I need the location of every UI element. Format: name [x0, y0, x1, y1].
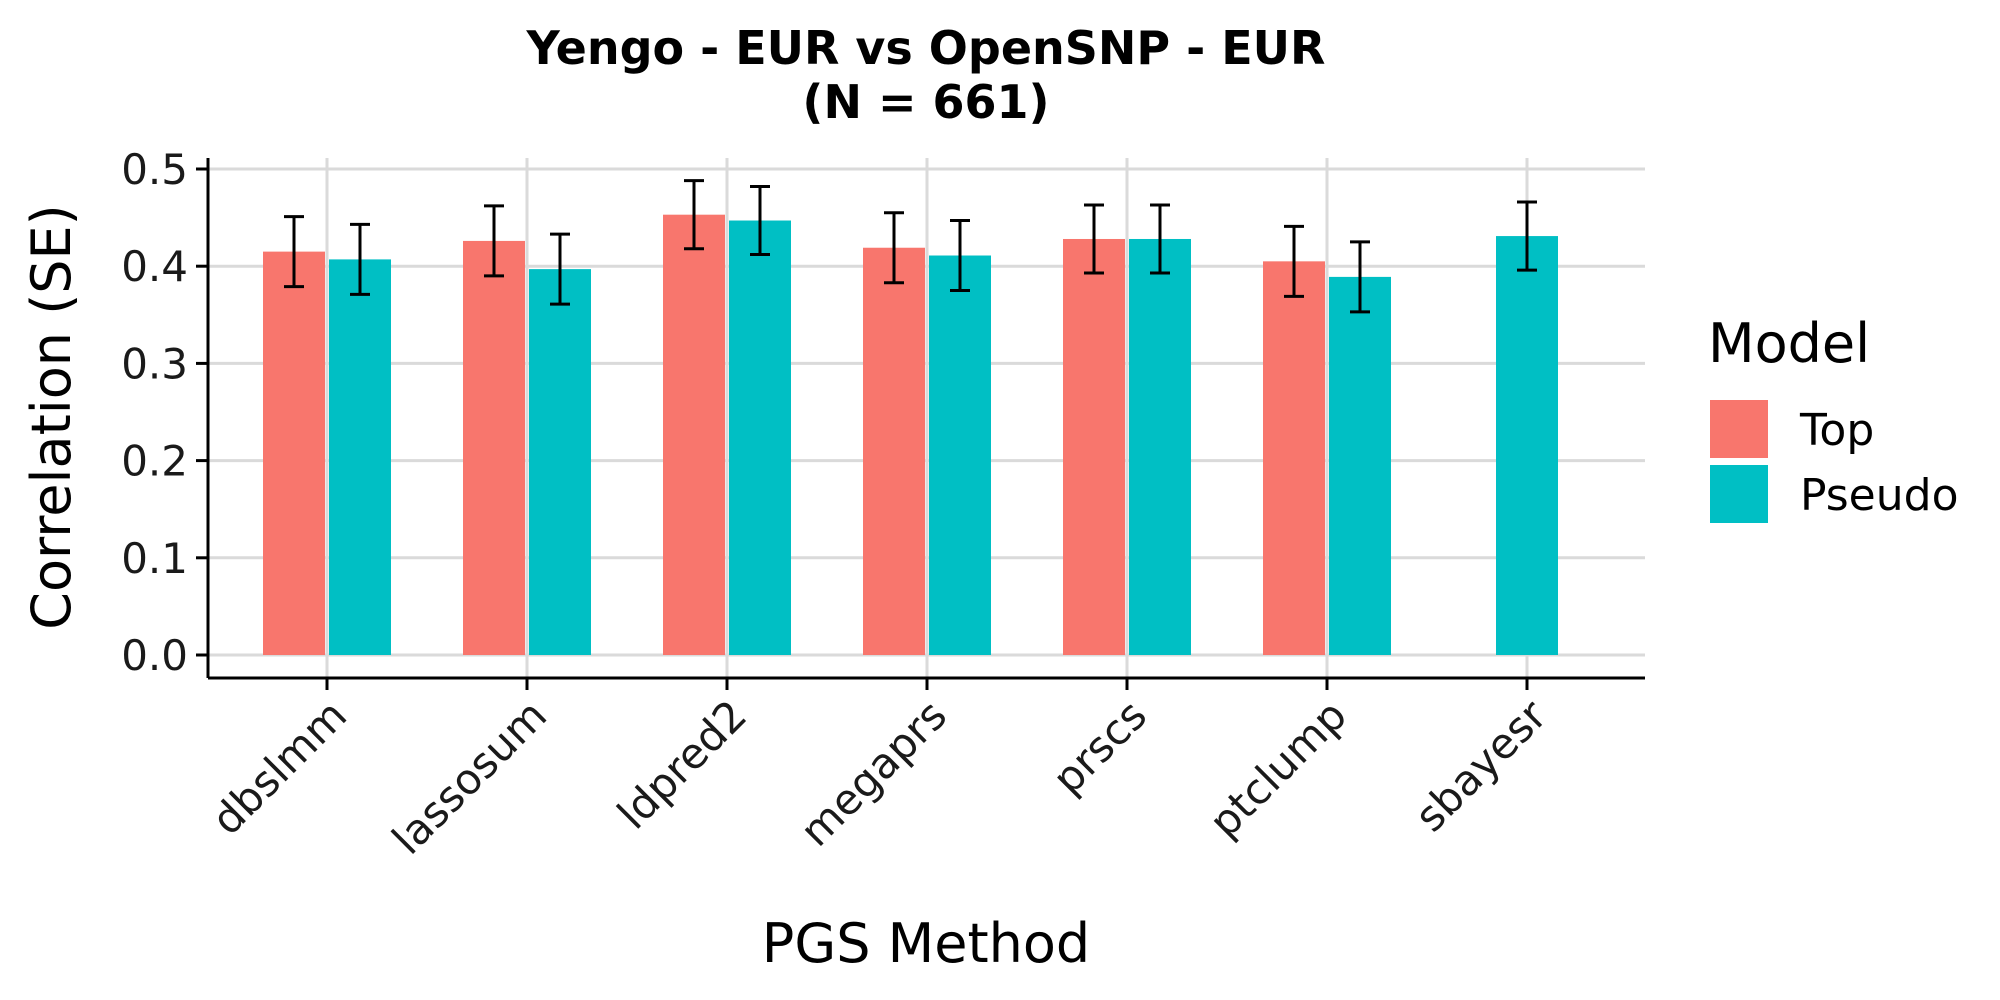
x-tick-label: sbayesr [1405, 690, 1556, 841]
legend-label-top: Top [1799, 405, 1874, 456]
error-bar-top-ldpred2 [684, 179, 704, 251]
error-bar-top-dbslmm [284, 215, 304, 289]
bar-pseudo-sbayesr [1496, 236, 1558, 655]
y-tick-label: 0.4 [121, 242, 188, 291]
x-tick-label: lassosum [383, 690, 556, 863]
bar-pseudo-prscs [1129, 238, 1191, 655]
error-bar-pseudo-prscs [1150, 203, 1170, 275]
error-bar-pseudo-ldpred2 [750, 184, 770, 257]
x-tick-label: ptclump [1200, 690, 1356, 846]
x-tick-label: megaprs [791, 690, 956, 855]
bars [263, 214, 1558, 656]
bar-pseudo-dbslmm [329, 259, 391, 655]
bar-top-ldpred2 [663, 214, 725, 655]
error-bar-top-prscs [1084, 203, 1104, 275]
x-axis-ticks: dbslmm lassosum ldpred2 megaprs prscs ptclump… [202, 678, 1557, 864]
chart-title: Yengo - EUR vs OpenSNP - EUR [526, 21, 1326, 75]
bar-top-dbslmm [263, 251, 325, 655]
error-bar-pseudo-sbayesr [1517, 200, 1537, 272]
y-tick-label: 0.1 [121, 534, 188, 583]
y-tick-label: 0.3 [121, 339, 188, 388]
legend: Model Top Pseudo [1708, 312, 1959, 523]
error-bar-pseudo-dbslmm [350, 222, 370, 296]
error-bar-pseudo-lassosum [550, 232, 570, 306]
error-bar-top-ptclump [1284, 224, 1304, 298]
legend-swatch-top [1710, 400, 1768, 458]
bar-top-ptclump [1263, 261, 1325, 655]
x-tick-label: dbslmm [202, 690, 356, 844]
legend-swatch-pseudo [1710, 465, 1768, 523]
y-axis-title: Correlation (SE) [20, 204, 83, 629]
error-bars [284, 179, 1537, 314]
x-tick-label: prscs [1043, 690, 1156, 803]
legend-label-pseudo: Pseudo [1800, 470, 1959, 521]
bar-pseudo-ldpred2 [729, 220, 791, 656]
bar-pseudo-megaprs [929, 255, 991, 655]
legend-title: Model [1708, 312, 1870, 375]
y-tick-label: 0.2 [121, 437, 188, 486]
error-bar-pseudo-megaprs [950, 219, 970, 292]
x-tick-label: ldpred2 [608, 690, 756, 838]
bar-top-megaprs [863, 247, 925, 655]
bar-top-prscs [1063, 238, 1125, 655]
chart-subtitle: (N = 661) [802, 75, 1049, 129]
y-tick-label: 0.0 [121, 631, 188, 680]
error-bar-top-lassosum [484, 204, 504, 278]
bar-top-lassosum [463, 240, 525, 656]
error-bar-pseudo-ptclump [1350, 240, 1370, 314]
bar-pseudo-ptclump [1329, 276, 1391, 655]
y-axis-ticks: 0.0 0.1 0.2 0.3 0.4 0.5 [121, 145, 208, 680]
grid-lines [208, 158, 1645, 678]
x-axis-title: PGS Method [762, 912, 1090, 975]
error-bar-top-megaprs [884, 211, 904, 285]
bar-pseudo-lassosum [529, 269, 591, 655]
y-tick-label: 0.5 [121, 145, 188, 194]
